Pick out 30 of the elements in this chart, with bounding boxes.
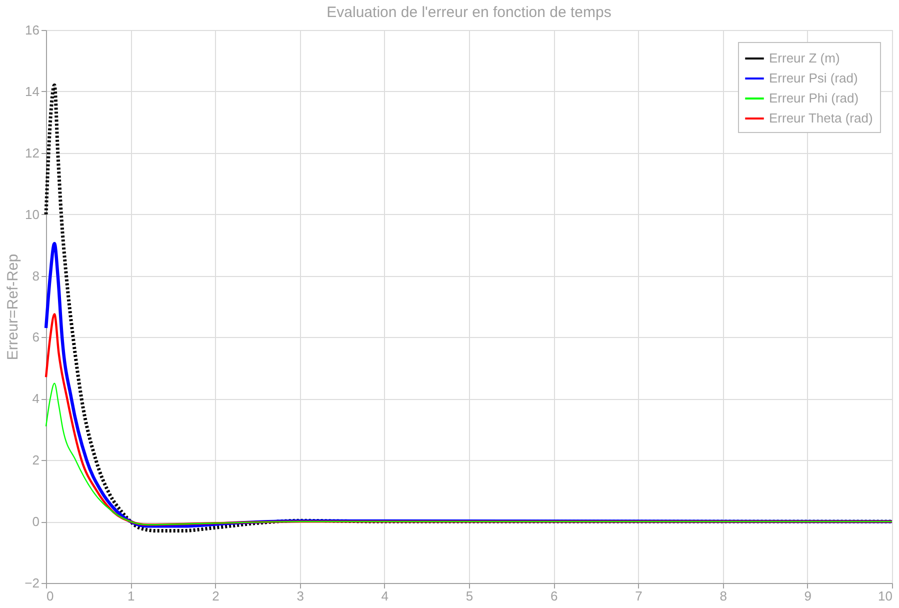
x-tick-label: 3: [296, 588, 304, 604]
chart-title: Evaluation de l'erreur en fonction de temps: [326, 4, 612, 21]
line-series: [44, 313, 894, 526]
x-tick-label: 8: [720, 588, 727, 604]
y-tick-label: 16: [25, 22, 40, 38]
y-tick-label: 12: [25, 145, 40, 160]
y-tick-label: 6: [32, 330, 40, 345]
x-tick-label: 6: [550, 588, 558, 604]
y-tick-label: 8: [32, 268, 40, 284]
x-tick-label: 1: [127, 588, 135, 604]
y-tick-label: 10: [25, 206, 40, 222]
y-axis-title: Erreur=Ref-Rep: [4, 254, 22, 360]
x-tick-label: 9: [804, 588, 812, 604]
legend-label: Erreur Phi (rad): [769, 90, 859, 106]
legend-label: Erreur Z (m): [769, 50, 840, 66]
legend-label: Erreur Theta (rad): [769, 110, 873, 126]
line-series: [45, 382, 893, 526]
x-tick-label: 4: [381, 588, 389, 604]
x-tick-label: 2: [212, 588, 220, 604]
y-tick-label: 14: [25, 84, 40, 99]
y-tick-label: −2: [24, 576, 40, 590]
x-tick-label: 10: [878, 588, 892, 604]
line-series: [44, 84, 894, 533]
y-tick-label: 2: [32, 452, 40, 468]
y-tick-label: 0: [32, 514, 40, 530]
legend-label: Erreur Psi (rad): [769, 70, 858, 86]
x-tick-label: 0: [46, 588, 54, 604]
x-tick-label: 7: [635, 588, 642, 604]
y-tick-label: 4: [32, 391, 40, 406]
x-tick-label: 5: [466, 588, 474, 604]
